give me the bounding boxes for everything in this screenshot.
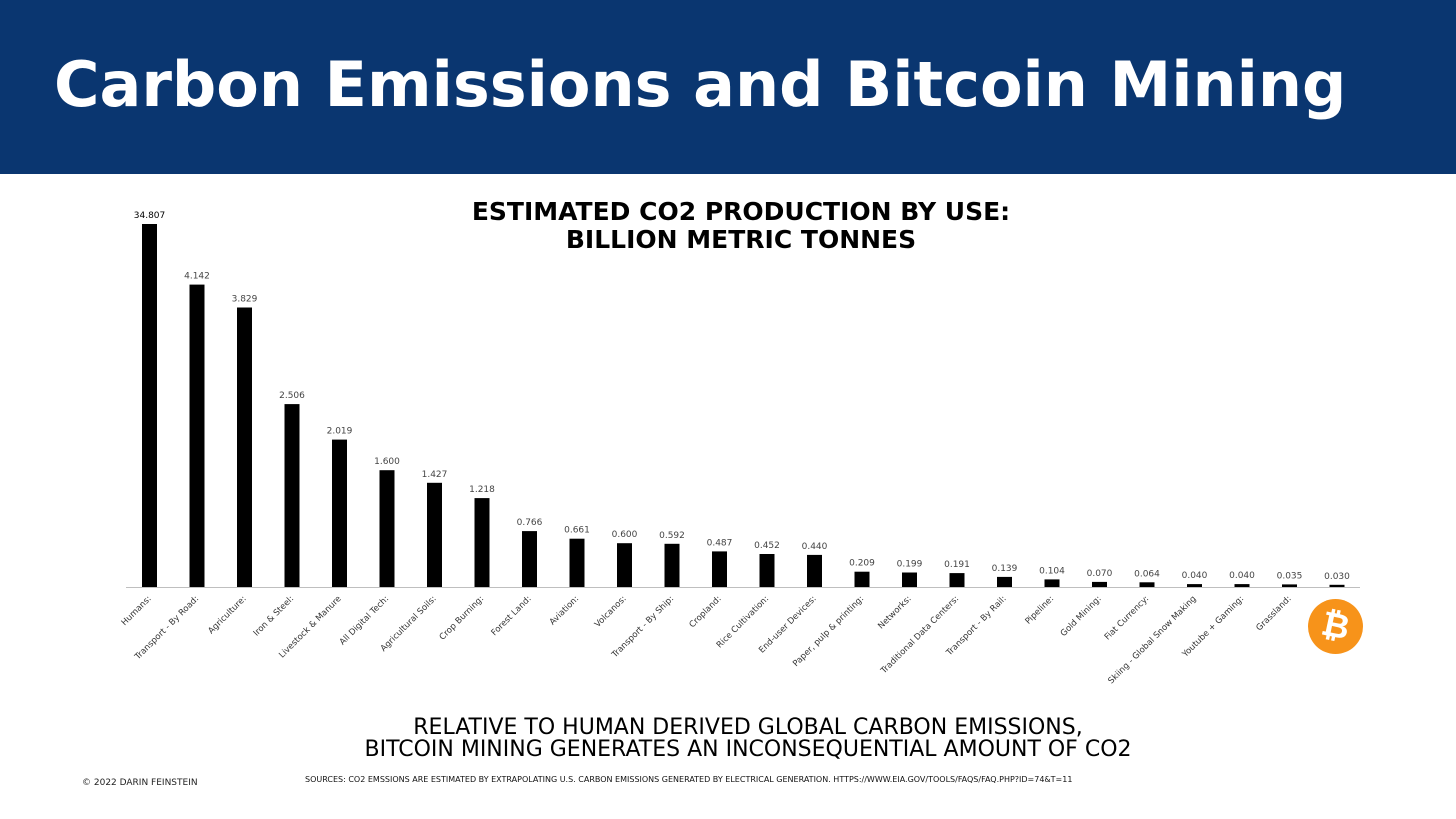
category-label: Crop Burning: (438, 594, 486, 642)
bar (522, 531, 537, 587)
data-label: 0.661 (564, 526, 590, 536)
bar (569, 538, 585, 587)
data-label: 0.030 (1324, 572, 1350, 582)
bar (949, 573, 965, 587)
bar (142, 224, 157, 587)
bar (284, 404, 300, 587)
category-label: Skiing - Global Snow Making (1106, 594, 1198, 686)
bar (1282, 584, 1297, 587)
bar (807, 554, 822, 587)
data-label: 1.600 (374, 457, 400, 467)
data-label: 0.766 (517, 518, 543, 528)
category-label: Traditional Data Centers: (878, 594, 961, 677)
conclusion-line2: BITCOIN MINING GENERATES AN INCONSEQUENT… (364, 737, 1132, 762)
page-title: Carbon Emissions and Bitcoin Mining (54, 48, 1347, 121)
category-label: Agriculture: (206, 594, 248, 636)
svg-text:₿: ₿ (1318, 604, 1353, 649)
bar (1092, 581, 1107, 587)
bar (1234, 584, 1250, 587)
category-label: Cropland: (688, 594, 724, 630)
bar (427, 482, 442, 587)
bar (189, 284, 205, 587)
category-label: Volcanos: (593, 594, 629, 630)
bar (1139, 582, 1155, 587)
data-label: 2.506 (279, 391, 305, 401)
data-label: 0.139 (992, 564, 1018, 574)
data-label: 0.104 (1039, 566, 1065, 576)
copyright-text: © 2022 DARIN FEINSTEIN (82, 778, 198, 788)
bar (997, 576, 1012, 587)
bitcoin-icon: ₿ (1308, 599, 1363, 654)
data-label: 2.019 (327, 427, 353, 437)
category-label: Aviation: (548, 594, 581, 627)
data-label: 0.191 (944, 560, 970, 570)
bar (712, 551, 727, 587)
data-label: 0.064 (1134, 569, 1160, 579)
bar (759, 554, 775, 587)
header-banner: Carbon Emissions and Bitcoin Mining (0, 0, 1456, 174)
data-label: 0.070 (1087, 569, 1113, 579)
data-label: 0.452 (754, 541, 780, 551)
bar (1329, 584, 1345, 587)
category-label: Grassland: (1254, 594, 1293, 633)
data-label: 4.142 (184, 272, 210, 282)
category-label: Iron & Steel: (252, 594, 296, 638)
bar (474, 498, 490, 587)
category-label: Networks: (876, 594, 913, 631)
data-label: 0.040 (1182, 571, 1208, 581)
data-label: 3.829 (232, 295, 258, 305)
data-label: 0.592 (659, 531, 685, 541)
data-label: 0.440 (802, 542, 828, 552)
data-label: 0.199 (897, 560, 923, 570)
category-label: Gold Mining: (1059, 594, 1104, 639)
bar (332, 439, 347, 587)
chart-title-line2: BILLION METRIC TONNES (565, 225, 917, 254)
bar (664, 543, 680, 587)
bar (237, 307, 252, 587)
data-label: 0.040 (1229, 571, 1255, 581)
conclusion-line1: RELATIVE TO HUMAN DERIVED GLOBAL CARBON … (413, 715, 1083, 740)
bar (902, 572, 917, 587)
category-label: All Digital Tech: (338, 594, 391, 647)
data-label: 1.218 (469, 485, 495, 495)
data-label: 0.487 (707, 538, 733, 548)
category-label: Humans: (120, 594, 154, 628)
category-label: Forest Land: (490, 594, 534, 638)
bar (1187, 584, 1202, 587)
category-label: Pipeline: (1023, 594, 1056, 627)
bar (379, 470, 395, 587)
data-label: 0.600 (612, 530, 638, 540)
chart-title-line1: ESTIMATED CO2 PRODUCTION BY USE: (471, 197, 1011, 226)
sources-text: SOURCES: CO2 EMSSIONS ARE ESTIMATED BY E… (305, 775, 1073, 784)
data-label: 34.807 (134, 211, 166, 221)
bar (854, 571, 870, 587)
data-label: 0.209 (849, 559, 875, 569)
data-label: 0.035 (1277, 571, 1303, 581)
category-label: Fiat Currency: (1103, 594, 1151, 642)
data-label: 1.427 (422, 470, 448, 480)
bar (1044, 579, 1060, 587)
bar (617, 543, 632, 587)
